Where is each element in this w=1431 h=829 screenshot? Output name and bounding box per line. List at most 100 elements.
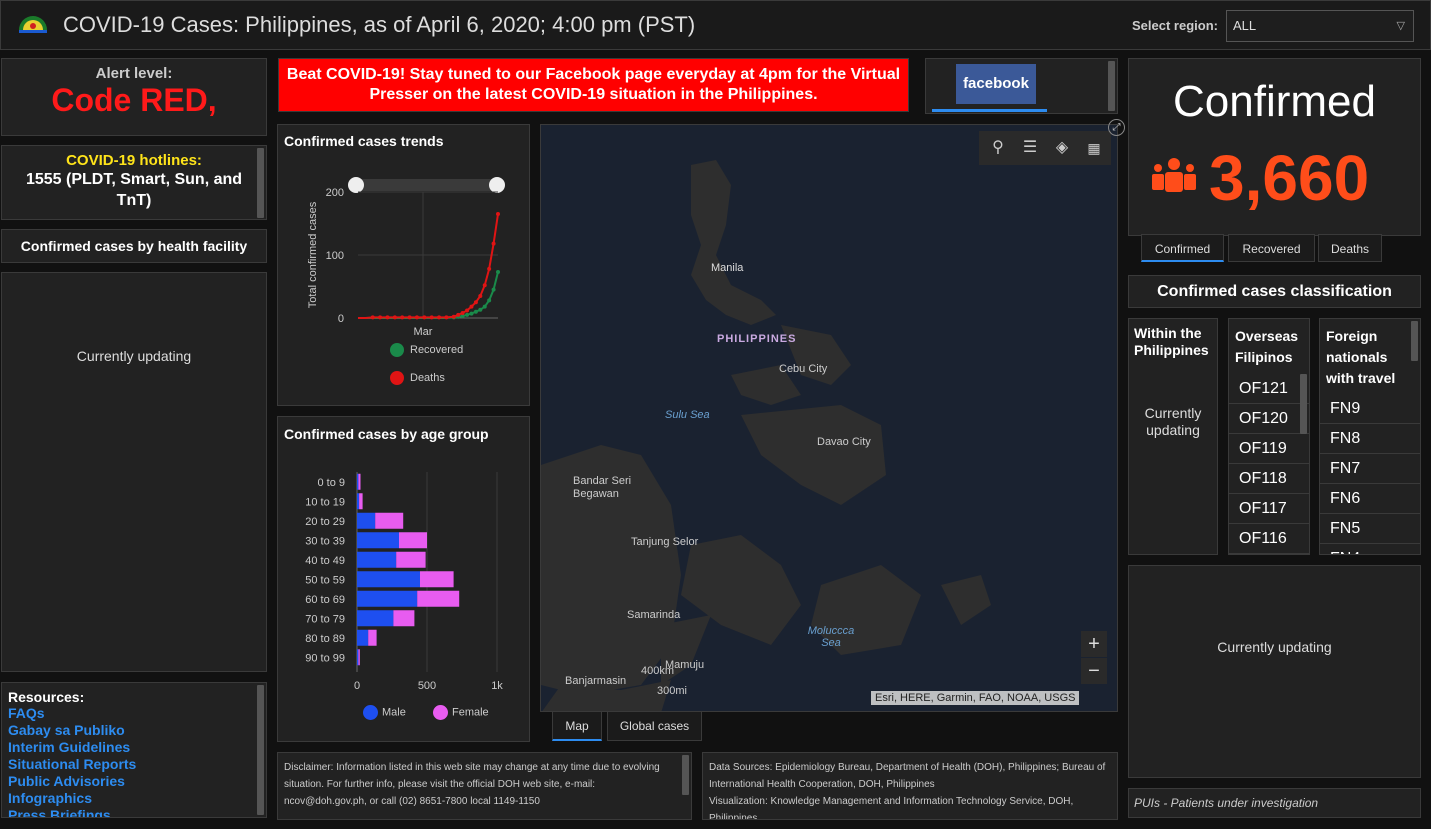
data-point[interactable]	[429, 315, 434, 320]
data-point[interactable]	[370, 315, 375, 320]
data-point[interactable]	[378, 315, 383, 320]
bar-male[interactable]	[357, 551, 397, 568]
scrollbar[interactable]	[1108, 61, 1115, 111]
guidelines-link[interactable]: Interim Guidelines	[8, 739, 131, 755]
list-item[interactable]: FN6	[1320, 484, 1420, 514]
gabay-link[interactable]: Gabay sa Publiko	[8, 722, 125, 738]
bar-male[interactable]	[357, 512, 376, 529]
tab-deaths[interactable]: Deaths	[1318, 234, 1382, 262]
faqs-link[interactable]: FAQs	[8, 705, 45, 721]
zoom-in-button[interactable]: +	[1081, 631, 1107, 657]
data-point[interactable]	[487, 298, 492, 303]
data-point[interactable]	[444, 315, 449, 320]
zoom-out-button[interactable]: −	[1081, 658, 1107, 684]
bar-female[interactable]	[396, 551, 426, 568]
list-item[interactable]: FN4	[1320, 544, 1420, 554]
list-item[interactable]: FN8	[1320, 424, 1420, 454]
list-item[interactable]: OF116	[1229, 524, 1309, 554]
scrollbar[interactable]	[1411, 321, 1418, 361]
data-point[interactable]	[496, 212, 500, 217]
data-point[interactable]	[473, 309, 478, 314]
data-point[interactable]	[465, 312, 470, 317]
list-item[interactable]: OF117	[1229, 494, 1309, 524]
x-tick: 1k	[491, 680, 503, 692]
data-point[interactable]	[473, 300, 478, 305]
facebook-button[interactable]: facebook	[956, 64, 1036, 104]
legend-recovered[interactable]: Recovered	[390, 343, 463, 357]
bar-female[interactable]	[399, 532, 427, 549]
data-point[interactable]	[496, 270, 500, 275]
list-item[interactable]: OF118	[1229, 464, 1309, 494]
data-point[interactable]	[491, 241, 496, 246]
tab-global-cases[interactable]: Global cases	[607, 711, 702, 741]
bar-male[interactable]	[357, 571, 420, 588]
list-item[interactable]: OF121	[1229, 374, 1309, 404]
tab-map[interactable]: Map	[552, 711, 602, 741]
map-panel[interactable]: Manila PHILIPPINES Cebu City Sulu Sea Da…	[540, 124, 1118, 712]
list-item[interactable]: FN9	[1320, 394, 1420, 424]
search-icon[interactable]: ⚲	[992, 139, 1004, 156]
bar-female[interactable]	[358, 649, 360, 666]
bar-male[interactable]	[357, 493, 360, 510]
range-slider[interactable]	[356, 179, 497, 191]
data-point[interactable]	[451, 314, 456, 319]
legend-male[interactable]: Male	[363, 705, 406, 720]
bar-male[interactable]	[357, 649, 359, 666]
bar-male[interactable]	[357, 629, 369, 646]
data-point[interactable]	[460, 314, 465, 319]
bar-female[interactable]	[359, 493, 363, 510]
legend-female[interactable]: Female	[433, 705, 489, 720]
bar-female[interactable]	[358, 473, 361, 490]
scrollbar[interactable]	[257, 148, 264, 218]
bar-male[interactable]	[357, 590, 418, 607]
data-point[interactable]	[487, 266, 492, 271]
bar-male[interactable]	[357, 610, 394, 627]
data-point[interactable]	[385, 315, 390, 320]
list-item[interactable]: OF120	[1229, 404, 1309, 434]
bar-female[interactable]	[393, 610, 415, 627]
data-point[interactable]	[491, 287, 496, 292]
tab-recovered[interactable]: Recovered	[1228, 234, 1315, 262]
data-point[interactable]	[437, 315, 442, 320]
bar-male[interactable]	[357, 473, 359, 490]
data-point[interactable]	[478, 307, 483, 312]
legend-deaths[interactable]: Deaths	[390, 371, 445, 385]
data-point[interactable]	[407, 315, 412, 320]
scrollbar[interactable]	[257, 685, 264, 815]
classification-header: Confirmed cases classification	[1128, 275, 1421, 308]
list-item[interactable]: FN7	[1320, 454, 1420, 484]
range-handle-right[interactable]	[489, 177, 505, 193]
data-point[interactable]	[465, 308, 470, 313]
briefings-link[interactable]: Press Briefings	[8, 807, 111, 818]
bar-female[interactable]	[375, 512, 404, 529]
infographics-link[interactable]: Infographics	[8, 790, 93, 806]
data-point[interactable]	[482, 283, 487, 288]
basemap-gallery-icon[interactable]: ▦	[1087, 140, 1101, 156]
tab-confirmed[interactable]: Confirmed	[1141, 234, 1224, 262]
bar-female[interactable]	[368, 629, 377, 646]
data-point[interactable]	[469, 311, 474, 316]
data-point[interactable]	[456, 312, 461, 317]
sitreps-link[interactable]: Situational Reports	[8, 756, 137, 772]
range-handle-left[interactable]	[348, 177, 364, 193]
advisories-link[interactable]: Public Advisories	[8, 773, 125, 789]
data-point[interactable]	[400, 315, 405, 320]
data-point[interactable]	[392, 315, 397, 320]
legend-list-icon[interactable]: ☰	[1022, 139, 1038, 156]
data-point[interactable]	[460, 310, 465, 315]
data-point[interactable]	[414, 315, 419, 320]
layers-icon[interactable]: ◈	[1055, 139, 1069, 156]
data-point[interactable]	[422, 315, 427, 320]
data-point[interactable]	[482, 304, 487, 309]
list-item[interactable]: OF119	[1229, 434, 1309, 464]
region-select[interactable]: ALL ▽	[1226, 10, 1414, 42]
scrollbar[interactable]	[682, 755, 689, 795]
expand-icon[interactable]: ⤢	[1108, 119, 1125, 136]
data-point[interactable]	[469, 304, 474, 309]
scrollbar[interactable]	[1300, 374, 1307, 434]
list-item[interactable]: FN5	[1320, 514, 1420, 544]
bar-female[interactable]	[420, 571, 454, 588]
data-point[interactable]	[478, 293, 483, 298]
bar-male[interactable]	[357, 532, 399, 549]
bar-female[interactable]	[417, 590, 460, 607]
